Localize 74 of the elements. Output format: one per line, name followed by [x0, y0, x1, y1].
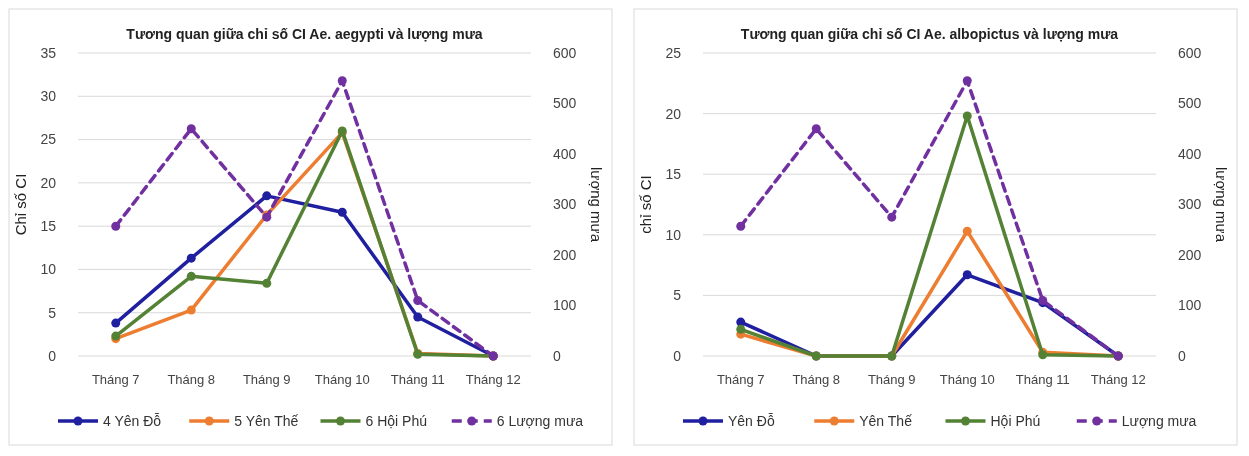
point: [186, 124, 196, 134]
y-tick-label: 10: [40, 261, 57, 278]
legend-label: Hội Phú: [990, 412, 1041, 429]
x-tick-label: Tháng 7: [716, 372, 765, 387]
y2-tick-label: 500: [1178, 95, 1202, 112]
point: [962, 226, 972, 236]
y-tick-label: 15: [40, 218, 57, 235]
point: [736, 221, 746, 231]
y-tick-label: 5: [48, 304, 57, 321]
y2-tick-label: 300: [553, 196, 577, 213]
point: [111, 221, 121, 231]
y2-tick-label: 500: [553, 95, 577, 112]
point: [262, 278, 272, 288]
point: [186, 305, 196, 315]
y-tick-label: 0: [48, 347, 57, 364]
y2-tick-label: 600: [1178, 44, 1202, 61]
x-tick-label: Tháng 8: [792, 372, 841, 387]
point: [962, 76, 972, 86]
y2-axis-title: lượng mưa: [1213, 167, 1230, 243]
point: [186, 253, 196, 263]
y-tick-label: 35: [40, 44, 57, 61]
legend-label: 6 Hội Phú: [365, 412, 427, 429]
y2-tick-label: 0: [553, 347, 561, 364]
point: [811, 124, 821, 134]
y2-tick-label: 600: [553, 44, 577, 61]
x-tick-label: Tháng 9: [867, 372, 916, 387]
chart-title: Tương quan giữa chỉ số CI Ae. albopictus và lượng mưa: [740, 26, 1119, 42]
legend-label: 5 Yên Thế: [234, 412, 299, 429]
point: [337, 76, 347, 86]
legend-label: 4 Yên Đỗ: [103, 412, 162, 429]
y2-axis-title: lượng mưa: [588, 167, 605, 243]
point: [111, 318, 121, 328]
chart-title: Tương quan giữa chỉ số CI Ae. aegypti và lượng mưa: [126, 26, 483, 42]
legend-label: Yên Đỗ: [728, 412, 775, 429]
legend-label: Lượng mưa: [1121, 412, 1197, 429]
legend-label: Yên Thế: [859, 412, 913, 429]
x-tick-label: Tháng 12: [1090, 372, 1146, 387]
point: [962, 270, 972, 280]
x-tick-label: Tháng 11: [390, 372, 445, 387]
y-axis-title: chỉ số CI: [637, 175, 654, 234]
point: [413, 312, 423, 322]
point: [262, 191, 272, 201]
y-tick-label: 15: [665, 166, 682, 183]
y-tick-label: 5: [673, 287, 682, 304]
y2-tick-label: 0: [1178, 347, 1186, 364]
y-tick-label: 25: [40, 131, 57, 148]
point: [413, 295, 423, 305]
point: [337, 207, 347, 217]
y-tick-label: 30: [40, 88, 57, 105]
y-tick-label: 25: [665, 44, 682, 61]
point: [962, 111, 972, 121]
y2-tick-label: 100: [1178, 297, 1202, 314]
legend-label: 6 Lượng mưa: [496, 412, 584, 429]
x-tick-label: Tháng 12: [465, 372, 521, 387]
x-tick-label: Tháng 8: [167, 372, 216, 387]
x-tick-label: Tháng 11: [1015, 372, 1070, 387]
y2-tick-label: 200: [1178, 246, 1202, 263]
point: [736, 324, 746, 334]
point: [887, 212, 897, 222]
y-tick-label: 20: [665, 105, 682, 122]
y-axis-title: Chỉ số CI: [12, 173, 29, 236]
y-tick-label: 0: [673, 347, 682, 364]
y2-tick-label: 100: [553, 297, 577, 314]
x-tick-label: Tháng 10: [939, 372, 995, 387]
x-tick-label: Tháng 7: [91, 372, 140, 387]
point: [186, 271, 196, 281]
y-tick-label: 20: [40, 174, 57, 191]
y2-tick-label: 400: [1178, 145, 1202, 162]
y-tick-label: 10: [665, 226, 682, 243]
y2-tick-label: 400: [553, 145, 577, 162]
x-tick-label: Tháng 9: [242, 372, 291, 387]
y2-tick-label: 300: [1178, 196, 1202, 213]
x-tick-label: Tháng 10: [314, 372, 370, 387]
y2-tick-label: 200: [553, 246, 577, 263]
